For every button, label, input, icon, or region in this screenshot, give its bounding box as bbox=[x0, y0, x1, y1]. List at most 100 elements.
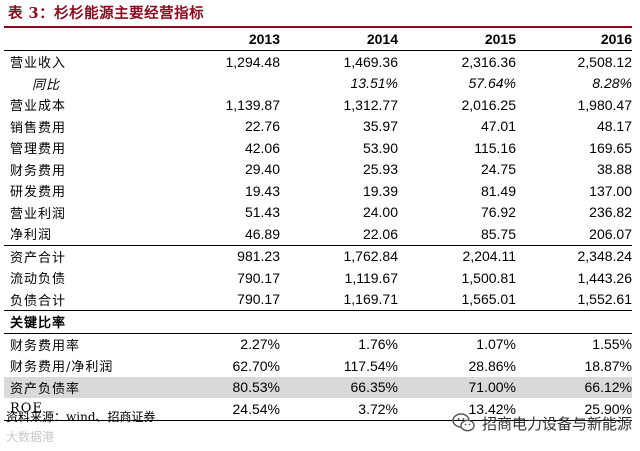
value-cell: 137.00 bbox=[589, 182, 632, 199]
value-cell: 18.87% bbox=[584, 357, 632, 374]
row-label: 管理费用 bbox=[10, 142, 67, 158]
header-cell-2013: 2013 bbox=[162, 28, 280, 51]
value-cell: 1.76% bbox=[280, 332, 398, 355]
title-rule bbox=[4, 26, 632, 28]
table-row: 同比 13.51% 57.64% 8.28% bbox=[4, 73, 632, 95]
value-cell: 13.42% bbox=[398, 398, 516, 421]
brand-footer: 招商电力设备与新能源 bbox=[452, 412, 632, 434]
value-cell: 115.16 bbox=[474, 139, 516, 156]
table-row: 财务费用/净利润 62.70% 117.54% 28.86% 18.87% bbox=[4, 355, 632, 377]
row-label: 同比 bbox=[32, 77, 61, 93]
value-cell: 66.35% bbox=[280, 376, 398, 398]
table-row: 资产负债率 80.53% 66.35% 71.00% 66.12% bbox=[4, 376, 632, 398]
value-cell: 2,508.12 bbox=[577, 53, 633, 70]
value-cell: 24.54% bbox=[162, 398, 280, 421]
value-cell: 1,119.67 bbox=[344, 269, 398, 286]
value-cell: 2.27% bbox=[162, 332, 280, 355]
row-label: 研发费用 bbox=[10, 185, 67, 201]
value-cell: 169.65 bbox=[589, 139, 632, 156]
value-cell: 85.75 bbox=[480, 225, 516, 242]
row-label: 净利润 bbox=[10, 228, 53, 244]
table-row: 营业利润 51.43 24.00 76.92 236.82 bbox=[4, 202, 632, 224]
value-cell: 3.72% bbox=[280, 398, 398, 421]
value-cell bbox=[280, 310, 398, 333]
value-cell: 71.00% bbox=[398, 376, 516, 398]
value-cell: 2,316.36 bbox=[461, 53, 517, 70]
row-label: 财务费用率 bbox=[4, 332, 162, 355]
table-row: 研发费用 19.43 19.39 81.49 137.00 bbox=[4, 180, 632, 202]
row-label: 营业成本 bbox=[10, 99, 67, 115]
header-cell-2015: 2015 bbox=[398, 28, 516, 51]
table-row: 营业成本 1,139.87 1,312.77 2,016.25 1,980.47 bbox=[4, 94, 632, 116]
table-row: ROE 24.54% 3.72% 13.42% 25.90% bbox=[4, 398, 632, 421]
value-cell: 19.39 bbox=[362, 182, 398, 199]
value-cell: 57.64% bbox=[468, 75, 516, 92]
value-cell: 22.76 bbox=[244, 118, 280, 135]
row-label: 资产负债率 bbox=[4, 376, 162, 398]
value-cell: 42.06 bbox=[244, 139, 280, 156]
header-row: 2013 2014 2015 2016 bbox=[4, 28, 632, 51]
value-cell: 62.70% bbox=[232, 357, 280, 374]
value-cell: 35.97 bbox=[362, 118, 398, 135]
table-row: 财务费用率 2.27% 1.76% 1.07% 1.55% bbox=[4, 332, 632, 355]
value-cell: 1,980.47 bbox=[577, 96, 633, 113]
header-cell-2014: 2014 bbox=[280, 28, 398, 51]
row-label: 财务费用 bbox=[10, 163, 67, 179]
table-row: 流动负债 790.17 1,119.67 1,500.81 1,443.26 bbox=[4, 267, 632, 289]
row-label: 财务费用/净利润 bbox=[10, 360, 114, 376]
value-cell: 47.01 bbox=[480, 118, 516, 135]
value-cell: 22.06 bbox=[362, 225, 398, 242]
value-cell: 206.07 bbox=[589, 225, 632, 242]
value-cell: 1,139.87 bbox=[225, 96, 281, 113]
value-cell: 1,312.77 bbox=[343, 96, 399, 113]
table-row: 负债合计 790.17 1,169.71 1,565.01 1,552.61 bbox=[4, 289, 632, 311]
value-cell: 25.90% bbox=[516, 398, 632, 421]
value-cell: 1,294.48 bbox=[225, 53, 281, 70]
value-cell: 1,762.84 bbox=[280, 244, 398, 267]
table-row: 净利润 46.89 22.06 85.75 206.07 bbox=[4, 223, 632, 245]
table-row: 销售费用 22.76 35.97 47.01 48.17 bbox=[4, 116, 632, 138]
value-cell: 51.43 bbox=[244, 204, 280, 221]
row-label: ROE bbox=[4, 398, 162, 421]
value-cell: 1,552.61 bbox=[577, 291, 633, 308]
value-cell bbox=[162, 73, 280, 95]
row-label: 销售费用 bbox=[10, 120, 67, 136]
source-note: 资料来源：wind、招商证券 bbox=[6, 410, 156, 424]
value-cell: 28.86% bbox=[468, 357, 516, 374]
value-cell: 117.54% bbox=[343, 357, 398, 374]
value-cell bbox=[516, 310, 632, 333]
value-cell bbox=[398, 310, 516, 333]
value-cell: 1.07% bbox=[398, 332, 516, 355]
table-row: 管理费用 42.06 53.90 115.16 169.65 bbox=[4, 137, 632, 159]
row-label: 资产合计 bbox=[4, 244, 162, 267]
row-label: 关键比率 bbox=[4, 310, 162, 333]
value-cell: 236.82 bbox=[589, 204, 632, 221]
value-cell: 80.53% bbox=[162, 376, 280, 398]
financial-table: 2013 2014 2015 2016 营业收入 1,294.48 1,469.36… bbox=[4, 28, 632, 421]
value-cell: 1,565.01 bbox=[461, 291, 517, 308]
value-cell bbox=[162, 310, 280, 333]
table-row: 营业收入 1,294.48 1,469.36 2,316.36 2,508.12 bbox=[4, 51, 632, 73]
value-cell: 1,469.36 bbox=[343, 53, 399, 70]
row-label: 负债合计 bbox=[10, 293, 67, 309]
value-cell: 76.92 bbox=[480, 204, 516, 221]
header-cell bbox=[4, 28, 162, 51]
watermark: 大数据港 bbox=[6, 430, 55, 444]
value-cell: 8.28% bbox=[592, 75, 632, 92]
value-cell: 1,500.81 bbox=[461, 269, 517, 286]
value-cell: 25.93 bbox=[362, 161, 398, 178]
value-cell: 46.89 bbox=[244, 225, 280, 242]
wechat-icon bbox=[452, 413, 475, 432]
table-row: 财务费用 29.40 25.93 24.75 38.88 bbox=[4, 159, 632, 181]
value-cell: 981.23 bbox=[162, 244, 280, 267]
value-cell: 790.17 bbox=[237, 291, 280, 308]
value-cell: 81.49 bbox=[480, 182, 516, 199]
value-cell: 29.40 bbox=[244, 161, 280, 178]
brand-name: 招商电力设备与新能源 bbox=[481, 414, 632, 433]
value-cell: 24.00 bbox=[362, 204, 398, 221]
value-cell: 13.51% bbox=[350, 75, 398, 92]
value-cell: 2,348.24 bbox=[516, 244, 632, 267]
value-cell: 1,443.26 bbox=[577, 269, 633, 286]
value-cell: 53.90 bbox=[362, 139, 398, 156]
table-row: 资产合计 981.23 1,762.84 2,204.11 2,348.24 bbox=[4, 244, 632, 267]
